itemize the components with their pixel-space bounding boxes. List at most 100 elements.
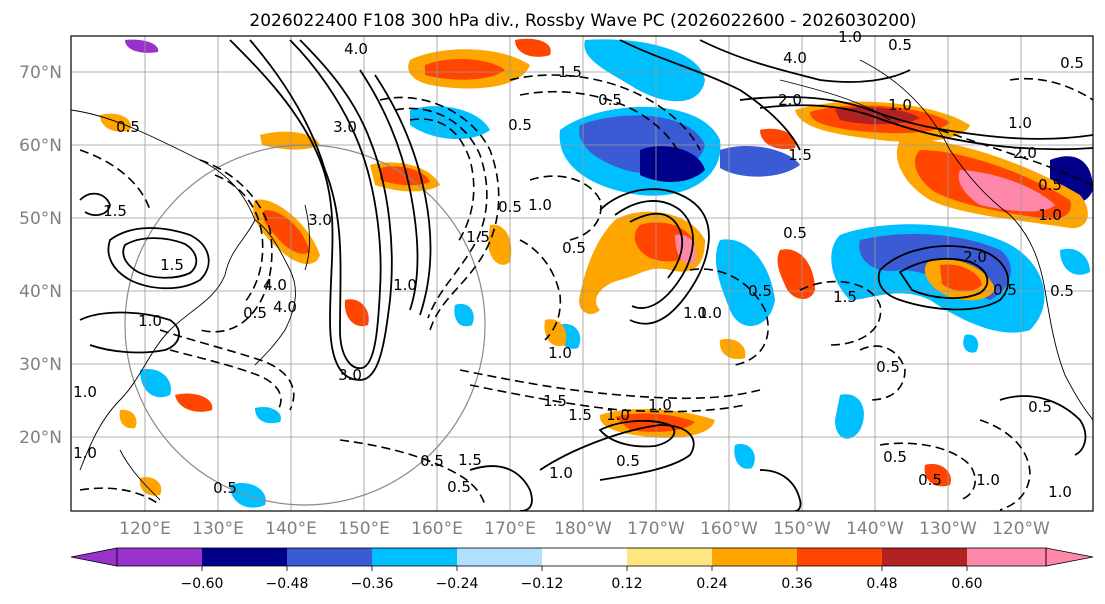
contour-label: 0.5 — [1038, 176, 1062, 194]
pc-contours — [79, 39, 1093, 511]
figure-title: 2026022400 F108 300 hPa div., Rossby Wav… — [249, 11, 916, 31]
contour-dashed — [379, 96, 500, 331]
contour-dashed — [509, 74, 701, 151]
lon-label: 120°E — [119, 519, 171, 539]
contour-label: 1.5 — [458, 451, 482, 469]
contour-dashed — [159, 329, 295, 411]
contour-dashed — [689, 268, 769, 366]
contour-dashed — [519, 239, 562, 341]
lon-label: 170°W — [627, 519, 685, 539]
lat-label: 20°N — [19, 428, 62, 448]
map-frame — [70, 35, 1094, 512]
colorbar-tick-label: −0.24 — [436, 576, 479, 592]
fill-patch — [760, 128, 796, 150]
colorbar-extend-low — [70, 547, 118, 567]
contour-solid — [877, 245, 1010, 311]
lon-label: 130°W — [919, 519, 977, 539]
contour-label: 0.5 — [213, 479, 237, 497]
contour-label: 1.0 — [606, 406, 630, 424]
coastline-japan — [254, 219, 296, 366]
lon-label: 140°E — [265, 519, 317, 539]
contour-solid — [599, 188, 710, 325]
colorbar-tick-label: −0.12 — [521, 576, 564, 592]
contour-label: 1.0 — [838, 28, 862, 46]
fill-patch — [263, 210, 310, 254]
lat-label: 50°N — [19, 209, 62, 229]
colorbar-segment — [967, 548, 1046, 566]
fill-patch — [719, 339, 746, 360]
contour-label: 0.5 — [508, 116, 532, 134]
lon-label: 180°W — [554, 519, 612, 539]
contour-solid — [898, 257, 989, 299]
contour-dashed — [79, 487, 161, 506]
contour-solid — [249, 39, 382, 369]
colorbar-segment — [542, 548, 627, 566]
contour-dashed — [1009, 77, 1093, 101]
fill-patch — [515, 38, 551, 57]
contour-dashed — [939, 129, 1093, 186]
contour-dashed — [459, 369, 761, 400]
colorbar-tick-label: 0.36 — [781, 576, 812, 592]
lat-label: 60°N — [19, 136, 62, 156]
contour-solid — [79, 192, 111, 216]
contour-label: 1.5 — [103, 202, 127, 220]
contour-label: 2.0 — [963, 248, 987, 266]
colorbar-segment — [202, 548, 287, 566]
contour-label: 0.5 — [918, 471, 942, 489]
contour-label: 0.5 — [598, 91, 622, 109]
contour-label: 0.5 — [243, 304, 267, 322]
contour-label: 0.5 — [1028, 398, 1052, 416]
contour-label: 1.0 — [528, 196, 552, 214]
fill-patch — [1060, 248, 1090, 275]
contour-label: 1.5 — [543, 392, 567, 410]
colorbar-tick-label: 0.48 — [866, 576, 897, 592]
contour-label: 1.0 — [1038, 206, 1062, 224]
contour-dashed — [199, 159, 273, 333]
contour-label: 0.5 — [993, 281, 1017, 299]
highlight-circle — [124, 144, 486, 506]
colorbar-ticks — [201, 566, 968, 571]
coastline-north-america — [859, 59, 1093, 421]
fill-patch — [255, 406, 281, 424]
lon-label: 170°E — [484, 519, 536, 539]
contour-label: 3.0 — [333, 118, 357, 136]
contour-label: 1.0 — [393, 276, 417, 294]
fill-patch — [175, 393, 213, 412]
contour-solid — [614, 200, 694, 309]
fill-patch — [715, 239, 775, 327]
contour-label: 1.0 — [976, 471, 1000, 489]
contour-label: 0.5 — [420, 452, 444, 470]
contour-solid — [598, 420, 676, 448]
contour-solid — [539, 424, 695, 481]
contour-label: 0.5 — [116, 118, 140, 136]
contour-label: 0.5 — [616, 452, 640, 470]
contour-label: 1.0 — [548, 344, 572, 362]
contour-label: 1.5 — [568, 406, 592, 424]
contour-solid — [619, 39, 801, 151]
colorbar-tick-label: 0.24 — [696, 576, 727, 592]
fill-patch — [140, 369, 171, 398]
contour-label: 1.0 — [73, 383, 97, 401]
lon-label: 140°W — [846, 519, 904, 539]
fill-patch — [119, 409, 137, 429]
colorbar-segment — [627, 548, 712, 566]
lon-label: 150°W — [773, 519, 831, 539]
contour-solid — [79, 311, 180, 354]
contour-label: 4.0 — [273, 298, 297, 316]
contour-solid — [107, 227, 210, 290]
contour-solid — [759, 104, 1093, 151]
contour-dashed — [859, 345, 906, 401]
contour-label: 0.5 — [1050, 282, 1074, 300]
divergence-shading — [100, 38, 1093, 508]
contour-label: 0.5 — [888, 36, 912, 54]
contour-label: 0.5 — [447, 478, 471, 496]
contour-label: 1.0 — [698, 304, 722, 322]
contour-label: 0.5 — [876, 358, 900, 376]
contour-label: 1.0 — [683, 304, 707, 322]
contour-solid — [999, 395, 1087, 456]
lon-label: 120°W — [992, 519, 1050, 539]
fill-patch — [454, 303, 474, 327]
colorbar-tick-label: −0.36 — [351, 576, 394, 592]
coastline-sakhalin — [304, 204, 310, 271]
